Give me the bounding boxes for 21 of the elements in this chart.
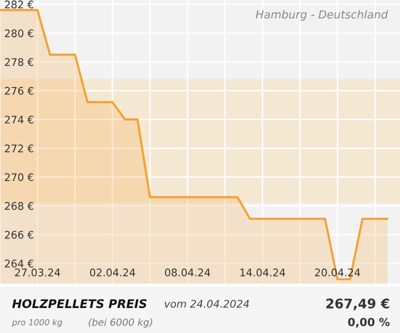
- y-tick-label: 270 €: [4, 173, 34, 182]
- y-tick-label: 268 €: [4, 202, 34, 210]
- y-tick-label: 274 €: [4, 116, 34, 124]
- text: Hamburg - Deutschland: [256, 10, 388, 21]
- x-tick-label: 02.04.24: [90, 268, 136, 276]
- y-tick-label: 280 €: [4, 29, 34, 38]
- text: pro 1000 kg: [12, 318, 62, 328]
- text: 267,49 €: [326, 298, 390, 310]
- y-tick-label: 282 €: [4, 0, 34, 8]
- y-tick-label: 278 €: [4, 58, 34, 66]
- text: vom 24.04.2024: [164, 300, 249, 308]
- y-tick-label: 276 €: [4, 86, 34, 95]
- y-tick-label: 266 €: [4, 230, 34, 239]
- y-tick-label: 272 €: [4, 144, 34, 152]
- text: (bei 6000 kg): [88, 318, 152, 328]
- x-tick-label: 08.04.24: [164, 268, 210, 276]
- x-tick-label: 14.04.24: [240, 268, 286, 276]
- x-tick-label: 27.03.24: [15, 268, 60, 276]
- text: 0,00 %: [348, 318, 390, 328]
- y-tick-label: 264 €: [4, 260, 34, 268]
- text: HOLZPELLETS PREIS: [12, 299, 147, 308]
